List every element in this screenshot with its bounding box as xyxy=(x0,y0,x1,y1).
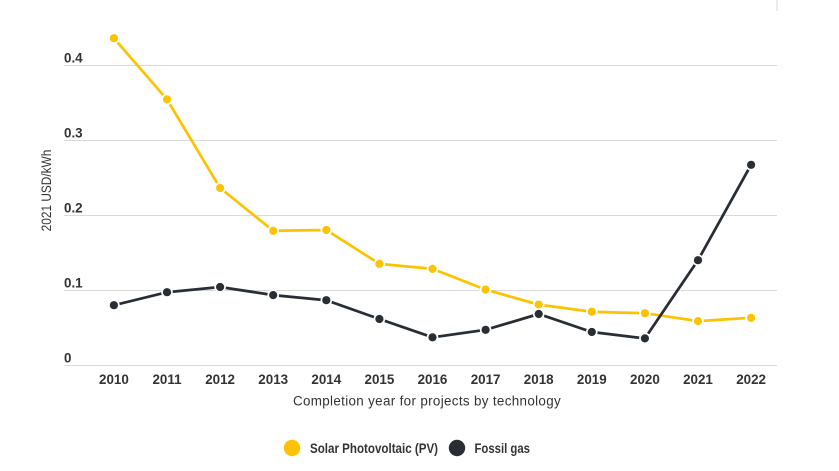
svg-text:2016: 2016 xyxy=(418,372,448,387)
svg-text:2017: 2017 xyxy=(471,372,501,387)
svg-text:Fossil gas: Fossil gas xyxy=(475,441,531,456)
svg-text:2010: 2010 xyxy=(99,372,129,387)
svg-text:2011: 2011 xyxy=(152,372,182,387)
svg-text:0.1: 0.1 xyxy=(64,276,83,291)
svg-text:2014: 2014 xyxy=(311,372,341,387)
svg-text:2018: 2018 xyxy=(524,372,554,387)
svg-text:Completion year for projects b: Completion year for projects by technolo… xyxy=(293,394,561,409)
svg-text:2012: 2012 xyxy=(205,372,235,387)
svg-text:0.2: 0.2 xyxy=(64,201,83,216)
svg-text:0.3: 0.3 xyxy=(64,126,83,141)
svg-text:2013: 2013 xyxy=(258,372,288,387)
svg-text:2021: 2021 xyxy=(683,372,713,387)
svg-text:2022: 2022 xyxy=(736,372,766,387)
svg-text:Solar Photovoltaic (PV): Solar Photovoltaic (PV) xyxy=(310,441,438,456)
svg-text:2020: 2020 xyxy=(630,372,660,387)
svg-text:2015: 2015 xyxy=(365,372,395,387)
svg-text:0: 0 xyxy=(64,351,71,366)
svg-text:2019: 2019 xyxy=(577,372,607,387)
svg-text:2021 USD/kWh: 2021 USD/kWh xyxy=(39,150,54,232)
svg-text:0.4: 0.4 xyxy=(64,51,83,66)
